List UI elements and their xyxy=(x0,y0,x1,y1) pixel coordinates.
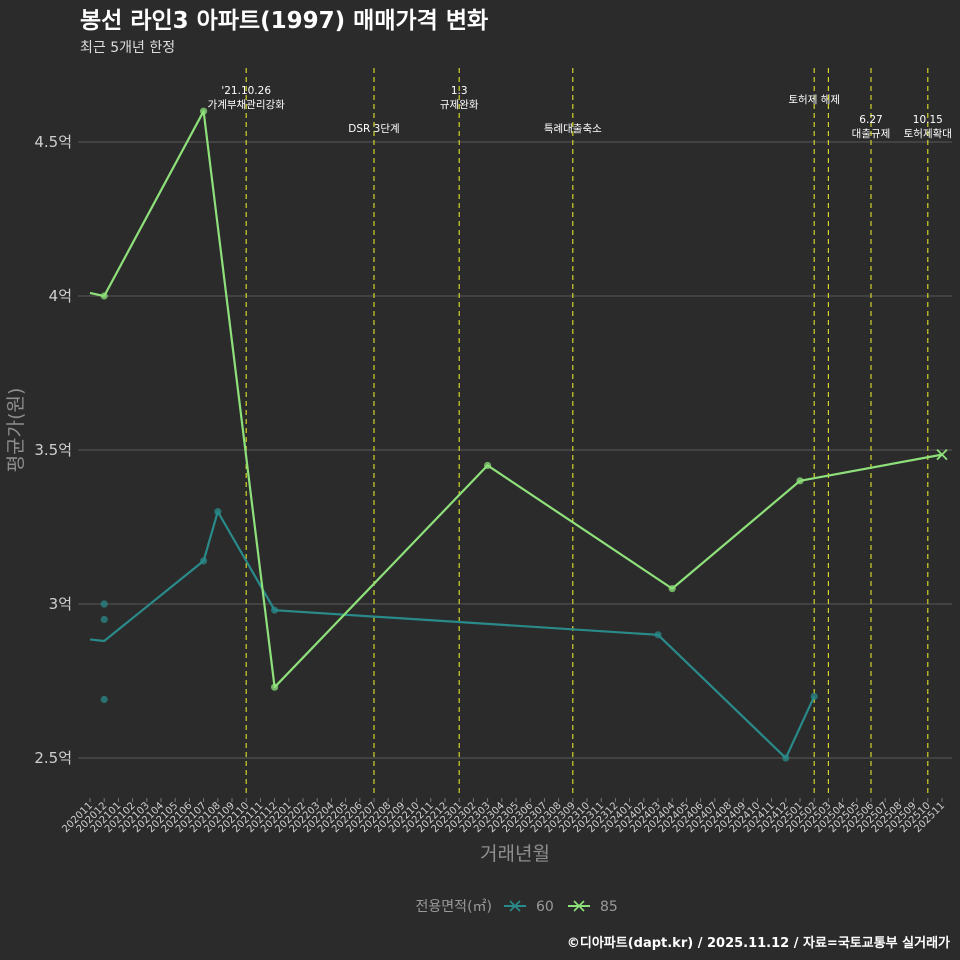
grid xyxy=(78,141,952,759)
x-axis: 2020112020122021012021022021032021042021… xyxy=(60,798,947,835)
chart-title: 봉선 라인3 아파트(1997) 매매가격 변화 xyxy=(80,8,488,34)
data-point xyxy=(484,461,492,470)
data-point xyxy=(100,695,108,704)
series-line-85 xyxy=(89,110,943,689)
data-point xyxy=(100,600,108,608)
data-point xyxy=(271,606,279,614)
y-tick-label: 4억 xyxy=(49,287,72,305)
event-label: 대출규제 xyxy=(852,128,891,140)
data-point xyxy=(200,107,208,115)
event-label: 6.27 xyxy=(859,114,882,126)
event-label: 특례대출축소 xyxy=(544,123,602,135)
series-line-60 xyxy=(89,510,816,760)
caption: ©디아파트(dapt.kr) / 2025.11.12 / 자료=국토교통부 실… xyxy=(567,935,950,951)
event-label: 토허제 해제 xyxy=(788,93,840,106)
event-label: 1.3 xyxy=(451,85,468,97)
event-label: 토허제확대 xyxy=(904,127,952,140)
legend-swatch-marker xyxy=(573,900,585,912)
x-axis-label: 거래년월 xyxy=(480,843,550,865)
data-point xyxy=(796,477,804,485)
data-point xyxy=(100,292,108,300)
data-point xyxy=(654,631,662,639)
event-label: 가계부채관리강화 xyxy=(208,99,286,111)
y-axis: 2.5억 3억 3.5억 4억 4.5억 xyxy=(34,133,72,767)
series-layer xyxy=(89,107,948,762)
y-tick-label: 3.5억 xyxy=(34,441,72,459)
y-tick-label: 2.5억 xyxy=(34,749,72,767)
y-axis-label: 평균가(원) xyxy=(5,388,27,473)
legend-label: 60 xyxy=(536,899,554,915)
y-tick-label: 4.5억 xyxy=(34,133,72,151)
data-point xyxy=(200,557,208,565)
legend-title: 전용면적(㎡) xyxy=(416,899,492,915)
legend-label: 85 xyxy=(600,899,618,915)
last-point-marker xyxy=(936,449,948,461)
event-label: '21.10.26 xyxy=(221,85,271,97)
legend-swatch-marker xyxy=(509,900,521,912)
data-point xyxy=(100,615,108,624)
event-label: 규제완화 xyxy=(440,98,479,111)
data-point xyxy=(214,508,222,516)
y-tick-label: 3억 xyxy=(49,595,72,613)
event-label: 10.15 xyxy=(913,114,943,126)
chart-subtitle: 최근 5개년 한정 xyxy=(80,40,175,56)
data-point xyxy=(782,754,790,762)
data-point xyxy=(271,683,279,691)
legend: 전용면적(㎡) 60 85 xyxy=(416,899,618,915)
data-point xyxy=(810,692,818,701)
data-point xyxy=(668,585,676,593)
event-label: DSR 3단계 xyxy=(348,123,399,135)
